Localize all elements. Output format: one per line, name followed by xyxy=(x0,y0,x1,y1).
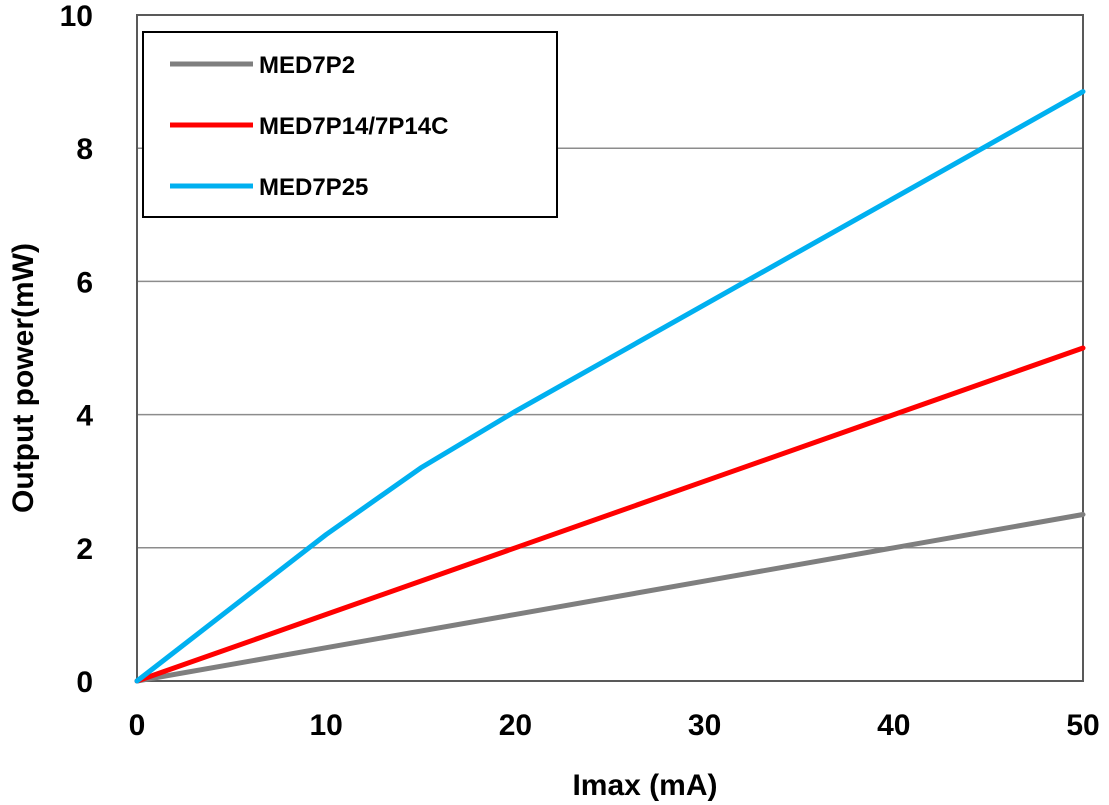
x-tick-label: 0 xyxy=(129,709,146,742)
y-tick-label: 0 xyxy=(76,666,93,699)
legend: MED7P2 MED7P14/7P14C MED7P25 xyxy=(142,31,558,218)
legend-label: MED7P2 xyxy=(259,52,355,79)
y-axis-tick-labels: 0 2 4 6 8 10 xyxy=(60,0,94,699)
x-tick-label: 10 xyxy=(310,709,343,742)
series-line-1 xyxy=(134,512,1086,684)
legend-label: MED7P25 xyxy=(259,174,368,201)
y-tick-label: 8 xyxy=(76,133,93,166)
x-tick-label: 50 xyxy=(1066,709,1099,742)
legend-label: MED7P14/7P14C xyxy=(259,113,448,140)
x-tick-label: 30 xyxy=(688,709,721,742)
x-tick-label: 40 xyxy=(877,709,910,742)
y-tick-label: 4 xyxy=(76,400,93,433)
series-line-3 xyxy=(134,89,1086,684)
y-tick-label: 2 xyxy=(76,533,93,566)
y-tick-label: 10 xyxy=(60,0,93,33)
series-line-2 xyxy=(134,345,1086,684)
x-axis-title: Imax (mA) xyxy=(572,769,717,802)
y-axis-title: Output power(mW) xyxy=(7,243,40,513)
x-tick-label: 20 xyxy=(499,709,532,742)
y-tick-label: 6 xyxy=(76,266,93,299)
series-lines xyxy=(134,89,1086,684)
x-axis-tick-labels: 0 10 20 30 40 50 xyxy=(129,709,1100,742)
